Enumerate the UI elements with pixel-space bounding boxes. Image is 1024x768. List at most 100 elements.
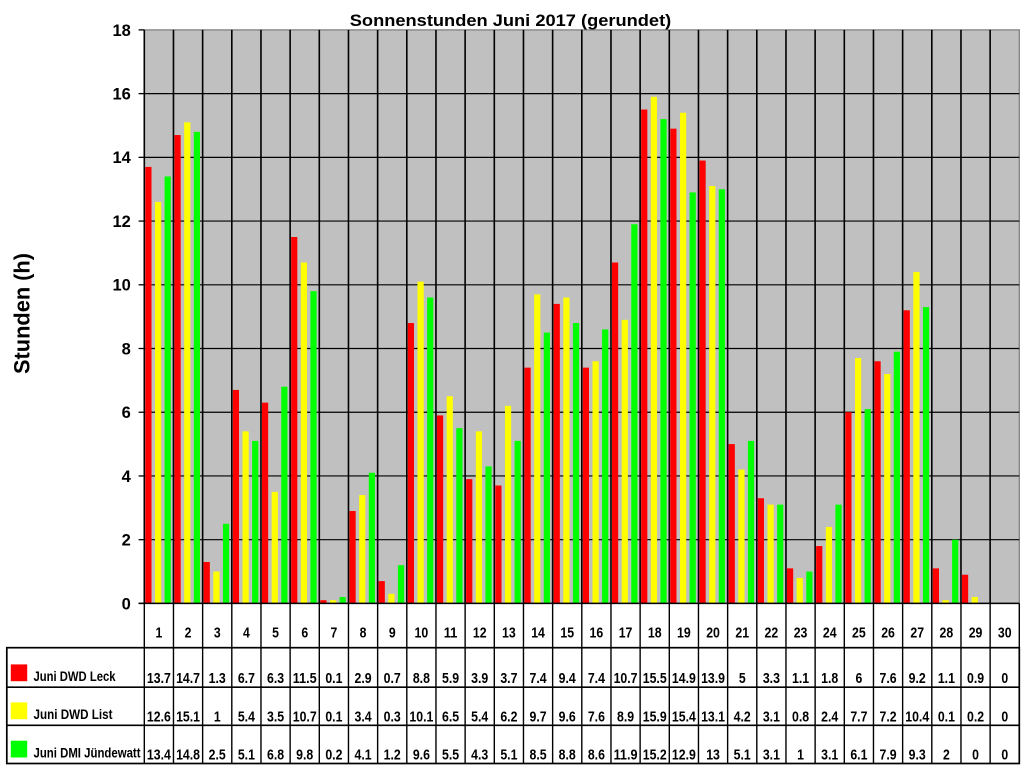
svg-text:5.1: 5.1 xyxy=(734,746,751,763)
svg-text:1: 1 xyxy=(797,746,804,763)
svg-text:0.3: 0.3 xyxy=(384,708,401,725)
svg-text:6: 6 xyxy=(855,670,862,687)
svg-text:15.5: 15.5 xyxy=(643,670,667,687)
svg-text:20: 20 xyxy=(706,625,720,642)
svg-text:3.3: 3.3 xyxy=(763,670,780,687)
svg-text:4.3: 4.3 xyxy=(471,746,488,763)
svg-text:9.2: 9.2 xyxy=(909,670,926,687)
svg-text:21: 21 xyxy=(735,625,749,642)
svg-text:5.9: 5.9 xyxy=(442,670,459,687)
svg-text:7.2: 7.2 xyxy=(880,708,897,725)
svg-text:1.8: 1.8 xyxy=(821,670,838,687)
svg-text:19: 19 xyxy=(677,625,691,642)
svg-text:6.8: 6.8 xyxy=(267,746,284,763)
svg-text:14: 14 xyxy=(531,625,545,642)
svg-text:14.9: 14.9 xyxy=(672,670,696,687)
svg-text:5.5: 5.5 xyxy=(442,746,459,763)
svg-text:16: 16 xyxy=(590,625,604,642)
svg-text:6: 6 xyxy=(301,625,308,642)
svg-text:0: 0 xyxy=(1001,670,1008,687)
svg-text:6.2: 6.2 xyxy=(500,708,517,725)
svg-text:15.4: 15.4 xyxy=(672,708,696,725)
svg-text:8.5: 8.5 xyxy=(530,746,547,763)
svg-text:13.7: 13.7 xyxy=(147,670,171,687)
svg-text:17: 17 xyxy=(619,625,633,642)
svg-text:15: 15 xyxy=(560,625,574,642)
svg-text:0.2: 0.2 xyxy=(967,708,984,725)
svg-text:9.7: 9.7 xyxy=(530,708,547,725)
svg-text:9.6: 9.6 xyxy=(559,708,576,725)
svg-text:30: 30 xyxy=(998,625,1012,642)
svg-text:4.1: 4.1 xyxy=(355,746,372,763)
svg-text:24: 24 xyxy=(823,625,837,642)
svg-text:5.4: 5.4 xyxy=(471,708,489,725)
svg-text:12: 12 xyxy=(473,625,487,642)
svg-text:12: 12 xyxy=(112,213,130,231)
svg-text:10: 10 xyxy=(112,277,130,295)
svg-text:Juni DMI Jündewatt: Juni DMI Jündewatt xyxy=(34,746,141,761)
svg-text:12.6: 12.6 xyxy=(147,708,171,725)
svg-text:23: 23 xyxy=(794,625,808,642)
svg-text:13.9: 13.9 xyxy=(701,670,725,687)
svg-text:10.7: 10.7 xyxy=(293,708,317,725)
svg-text:0.1: 0.1 xyxy=(325,708,342,725)
svg-text:2: 2 xyxy=(185,625,192,642)
svg-text:Juni DWD Leck: Juni DWD Leck xyxy=(34,669,116,684)
svg-text:7.9: 7.9 xyxy=(880,746,897,763)
svg-text:8.6: 8.6 xyxy=(588,746,605,763)
svg-text:9.4: 9.4 xyxy=(559,670,577,687)
svg-text:9.3: 9.3 xyxy=(909,746,926,763)
svg-text:8: 8 xyxy=(122,340,131,358)
svg-text:13: 13 xyxy=(502,625,516,642)
svg-text:3: 3 xyxy=(214,625,221,642)
svg-text:5: 5 xyxy=(739,670,746,687)
svg-text:0.1: 0.1 xyxy=(325,670,342,687)
svg-text:14.8: 14.8 xyxy=(176,746,200,763)
svg-text:29: 29 xyxy=(969,625,983,642)
svg-text:7.7: 7.7 xyxy=(850,708,867,725)
svg-text:10.4: 10.4 xyxy=(905,708,929,725)
svg-text:3.4: 3.4 xyxy=(355,708,373,725)
svg-text:15.1: 15.1 xyxy=(176,708,200,725)
svg-text:5: 5 xyxy=(272,625,279,642)
svg-text:18: 18 xyxy=(648,625,662,642)
svg-text:5.1: 5.1 xyxy=(238,746,255,763)
svg-text:3.7: 3.7 xyxy=(500,670,517,687)
svg-text:8.8: 8.8 xyxy=(413,670,430,687)
svg-text:15.9: 15.9 xyxy=(643,708,667,725)
svg-text:0.1: 0.1 xyxy=(938,708,955,725)
svg-text:3.9: 3.9 xyxy=(471,670,488,687)
svg-text:2.5: 2.5 xyxy=(209,746,226,763)
svg-text:8.8: 8.8 xyxy=(559,746,576,763)
svg-text:7.4: 7.4 xyxy=(530,670,548,687)
svg-text:9.8: 9.8 xyxy=(296,746,313,763)
svg-text:0: 0 xyxy=(972,746,979,763)
svg-text:1.2: 1.2 xyxy=(384,746,401,763)
svg-text:6.7: 6.7 xyxy=(238,670,255,687)
svg-text:26: 26 xyxy=(881,625,895,642)
svg-text:4: 4 xyxy=(122,468,132,486)
svg-text:0: 0 xyxy=(1001,746,1008,763)
svg-text:3.1: 3.1 xyxy=(821,746,838,763)
svg-text:1.1: 1.1 xyxy=(792,670,809,687)
svg-text:10.1: 10.1 xyxy=(409,708,433,725)
svg-text:28: 28 xyxy=(940,625,954,642)
svg-text:16: 16 xyxy=(112,86,130,104)
svg-text:Stunden (h): Stunden (h) xyxy=(10,253,35,374)
svg-text:7.4: 7.4 xyxy=(588,670,606,687)
svg-text:6.3: 6.3 xyxy=(267,670,284,687)
svg-text:Sonnenstunden Juni 2017 (gerun: Sonnenstunden Juni 2017 (gerundet) xyxy=(350,11,672,30)
svg-text:1.3: 1.3 xyxy=(209,670,226,687)
svg-text:0.8: 0.8 xyxy=(792,708,809,725)
svg-text:11.5: 11.5 xyxy=(293,670,317,687)
svg-text:2: 2 xyxy=(943,746,950,763)
svg-text:0.9: 0.9 xyxy=(967,670,984,687)
svg-text:13: 13 xyxy=(706,746,720,763)
svg-text:1: 1 xyxy=(155,625,162,642)
svg-text:13.4: 13.4 xyxy=(147,746,171,763)
svg-text:2: 2 xyxy=(122,532,131,550)
svg-text:0.7: 0.7 xyxy=(384,670,401,687)
svg-text:8.9: 8.9 xyxy=(617,708,634,725)
svg-text:11.9: 11.9 xyxy=(614,746,638,763)
svg-text:10.7: 10.7 xyxy=(614,670,638,687)
